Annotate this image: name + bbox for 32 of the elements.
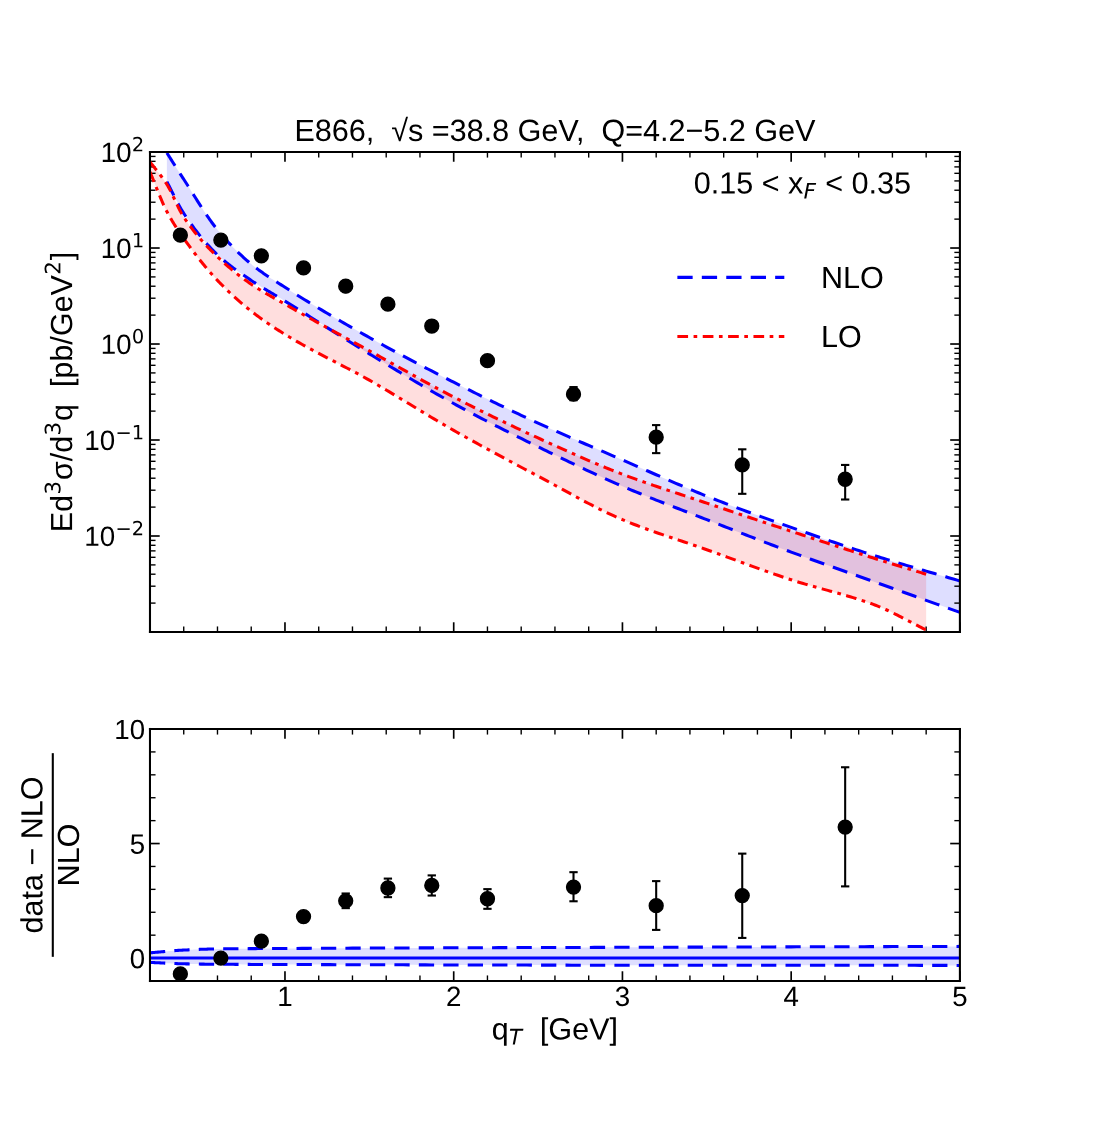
point — [479, 353, 496, 369]
y-tick-label: 10$^{−1}$ — [86, 425, 143, 451]
point — [338, 278, 354, 294]
y-axis-title: Ed$^{3}$σ/d$^{3}$q [pb/GeV$^{2}$] — [44, 253, 79, 530]
y-tick-label: 10$^{−2}$ — [86, 520, 143, 547]
y-tick-label: 10$^{2}$ — [102, 136, 143, 163]
point — [424, 318, 440, 334]
y-tick-label: 5 — [130, 834, 144, 854]
point — [172, 227, 188, 243]
point — [172, 966, 188, 981]
point — [253, 248, 269, 264]
y-axis-title: data − NLO NLO — [20, 777, 80, 933]
y-tick-label: 0 — [130, 948, 145, 969]
x-tick-label: 4 — [784, 986, 799, 1006]
point — [213, 950, 229, 966]
x-tick-label: 1 — [279, 986, 292, 1006]
x-tick-label: 3 — [615, 986, 629, 1007]
y-tick-label: 10 — [116, 719, 145, 740]
y-tick-label: 10$^{1}$ — [102, 233, 143, 259]
legend-label: LO — [823, 325, 861, 348]
x-tick-label: 5 — [953, 986, 967, 1007]
point — [253, 933, 269, 949]
point — [295, 908, 312, 925]
point — [213, 232, 229, 248]
annotation: 0.15 < x$_{F}$ < 0.35 — [694, 172, 910, 199]
x-axis-title: q$_{T}$ [GeV] — [492, 1017, 616, 1046]
point — [295, 260, 312, 276]
x-tick-label: 2 — [447, 986, 461, 1006]
point — [380, 296, 396, 312]
chart-title: E866, √s =38.8 GeV, Q=4.2−5.2 GeV — [296, 116, 816, 147]
y-tick-label: 10$^{0}$ — [102, 328, 143, 355]
legend-label: NLO — [823, 266, 883, 289]
